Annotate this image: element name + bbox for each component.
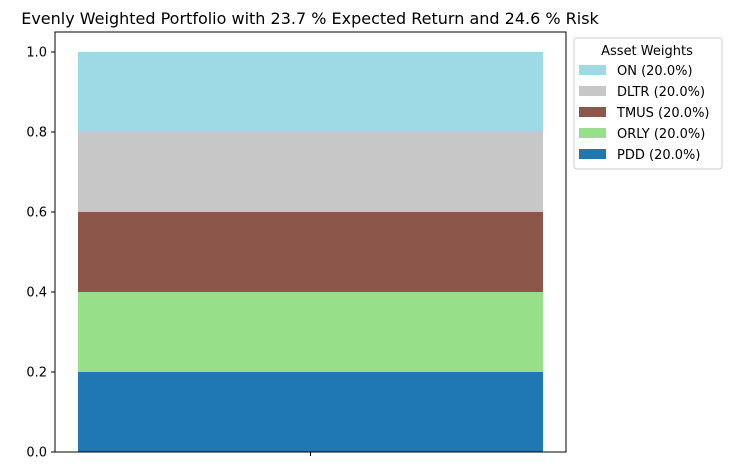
bar-segment-orly	[78, 292, 543, 372]
legend-title: Asset Weights	[601, 44, 693, 59]
legend: Asset Weights ON (20.0%) DLTR (20.0%) TMUS…	[573, 37, 723, 170]
bar-segment-on	[78, 52, 543, 132]
legend-swatch	[579, 149, 606, 159]
bars-layer	[78, 52, 543, 452]
y-tick-label: 1.0	[26, 46, 47, 61]
legend-swatch	[579, 65, 606, 75]
legend-swatch	[579, 128, 606, 138]
axes-layer: 0.0 0.2 0.4 0.6 0.8 1.0	[26, 31, 567, 461]
legend-items: ON (20.0%) DLTR (20.0%) TMUS (20.0%) ORLY (…	[579, 64, 710, 163]
y-tick-label: 0.2	[26, 366, 47, 381]
legend-label: ORLY (20.0%)	[617, 127, 705, 142]
y-tick-label: 0.6	[26, 206, 47, 221]
y-tick-label: 0.0	[26, 446, 47, 461]
legend-label: ON (20.0%)	[617, 64, 693, 79]
legend-swatch	[579, 86, 606, 96]
bar-segment-dltr	[78, 132, 543, 212]
legend-frame	[573, 37, 723, 170]
bar-segment-tmus	[78, 212, 543, 292]
bar-segment-pdd	[78, 372, 543, 452]
y-tick-label: 0.4	[26, 286, 47, 301]
legend-label: DLTR (20.0%)	[617, 85, 705, 100]
legend-swatch	[579, 107, 606, 117]
legend-label: TMUS (20.0%)	[616, 106, 710, 121]
legend-label: PDD (20.0%)	[617, 148, 700, 163]
y-tick-label: 0.8	[26, 126, 47, 141]
chart-title: Evenly Weighted Portfolio with 23.7 % Ex…	[21, 9, 599, 28]
